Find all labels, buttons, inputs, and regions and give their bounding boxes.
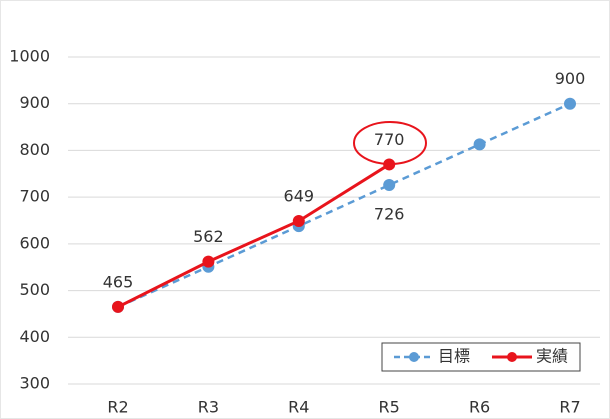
y-tick-label: 1000 bbox=[9, 47, 50, 66]
y-tick-label: 500 bbox=[19, 280, 50, 299]
legend-marker bbox=[507, 352, 517, 362]
data-label: 726 bbox=[374, 204, 405, 223]
data-point bbox=[292, 214, 305, 227]
legend-label: 目標 bbox=[438, 347, 470, 366]
legend-marker bbox=[409, 352, 419, 362]
legend: 目標 実績 bbox=[381, 342, 581, 372]
data-label: 649 bbox=[284, 186, 315, 205]
y-tick-label: 400 bbox=[19, 327, 50, 346]
x-tick-label: R2 bbox=[107, 398, 128, 417]
data-point bbox=[112, 300, 124, 313]
series-line bbox=[117, 102, 571, 309]
x-tick-label: R5 bbox=[379, 398, 400, 417]
y-tick-label: 900 bbox=[19, 93, 50, 112]
legend-box bbox=[381, 342, 581, 372]
series-line bbox=[117, 163, 390, 309]
data-point bbox=[202, 255, 215, 268]
grid bbox=[68, 56, 600, 385]
y-tick-label: 700 bbox=[19, 187, 50, 206]
data-label: 465 bbox=[103, 272, 134, 291]
data-label: 900 bbox=[555, 69, 586, 88]
x-tick-label: R3 bbox=[198, 398, 219, 417]
data-point bbox=[383, 158, 396, 171]
data-point bbox=[473, 138, 486, 151]
data-label: 562 bbox=[193, 227, 224, 246]
y-tick-label: 600 bbox=[19, 233, 50, 252]
data-label: 770 bbox=[374, 130, 405, 149]
x-tick-label: R4 bbox=[288, 398, 309, 417]
legend-label: 実績 bbox=[536, 347, 568, 366]
data-point bbox=[383, 178, 396, 191]
x-tick-label: R6 bbox=[469, 398, 490, 417]
data-point bbox=[564, 97, 576, 110]
x-tick-label: R7 bbox=[559, 398, 580, 417]
y-tick-label: 800 bbox=[19, 140, 50, 159]
y-tick-label: 300 bbox=[19, 374, 50, 393]
